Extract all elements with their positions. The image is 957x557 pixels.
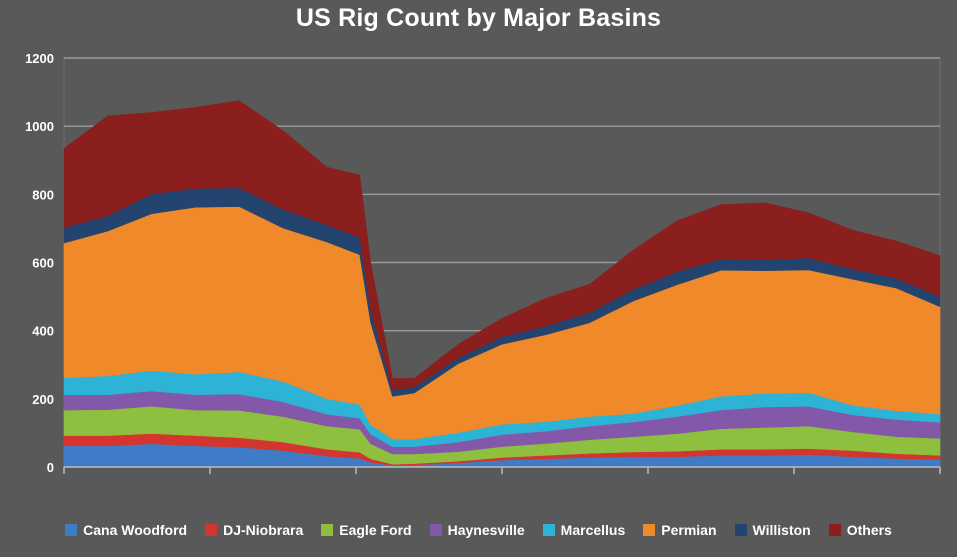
y-tick-label-1200: 1200 bbox=[25, 51, 54, 66]
legend-label-dj-niobrara: DJ-Niobrara bbox=[223, 522, 304, 538]
legend-item-cana-woodford: Cana Woodford bbox=[65, 522, 187, 538]
y-tick-label-400: 400 bbox=[32, 324, 54, 339]
plot-area: 0 200 400 600 800 1000 1200 bbox=[25, 51, 941, 475]
legend: Cana Woodford DJ-Niobrara Eagle Ford Haynes… bbox=[0, 519, 957, 541]
area-series-group bbox=[63, 100, 941, 468]
legend-item-dj-niobrara: DJ-Niobrara bbox=[205, 522, 303, 538]
legend-swatch-marcellus bbox=[542, 524, 555, 536]
legend-item-permian: Permian bbox=[643, 522, 717, 538]
y-tick-label-0: 0 bbox=[47, 460, 54, 475]
legend-swatch-haynesville bbox=[429, 524, 442, 536]
y-tick-label-200: 200 bbox=[32, 392, 54, 407]
area-series-others bbox=[63, 100, 941, 390]
y-tick-label-1000: 1000 bbox=[25, 119, 54, 134]
chart-title: US Rig Count by Major Basins bbox=[295, 4, 662, 32]
legend-swatch-others bbox=[828, 524, 841, 536]
legend-swatch-williston bbox=[734, 524, 747, 536]
legend-label-marcellus: Marcellus bbox=[560, 522, 626, 538]
legend-label-williston: Williston bbox=[752, 522, 811, 538]
legend-swatch-eagle-ford bbox=[321, 524, 334, 536]
legend-item-marcellus: Marcellus bbox=[542, 522, 626, 538]
legend-item-others: Others bbox=[828, 522, 892, 538]
axes: 0 200 400 600 800 1000 1200 bbox=[25, 51, 941, 475]
legend-item-haynesville: Haynesville bbox=[429, 522, 525, 538]
legend-swatch-dj-niobrara bbox=[205, 524, 218, 536]
legend-swatch-cana-woodford bbox=[65, 524, 78, 536]
legend-label-eagle-ford: Eagle Ford bbox=[339, 522, 412, 538]
legend-item-eagle-ford: Eagle Ford bbox=[321, 522, 412, 538]
y-tick-label-800: 800 bbox=[32, 187, 54, 202]
legend-label-permian: Permian bbox=[661, 522, 717, 538]
legend-label-others: Others bbox=[846, 522, 892, 538]
legend-swatch-permian bbox=[643, 524, 656, 536]
y-tick-label-600: 600 bbox=[32, 256, 54, 271]
legend-label-cana-woodford: Cana Woodford bbox=[83, 522, 188, 538]
legend-label-haynesville: Haynesville bbox=[447, 522, 525, 538]
legend-item-williston: Williston bbox=[734, 522, 811, 538]
